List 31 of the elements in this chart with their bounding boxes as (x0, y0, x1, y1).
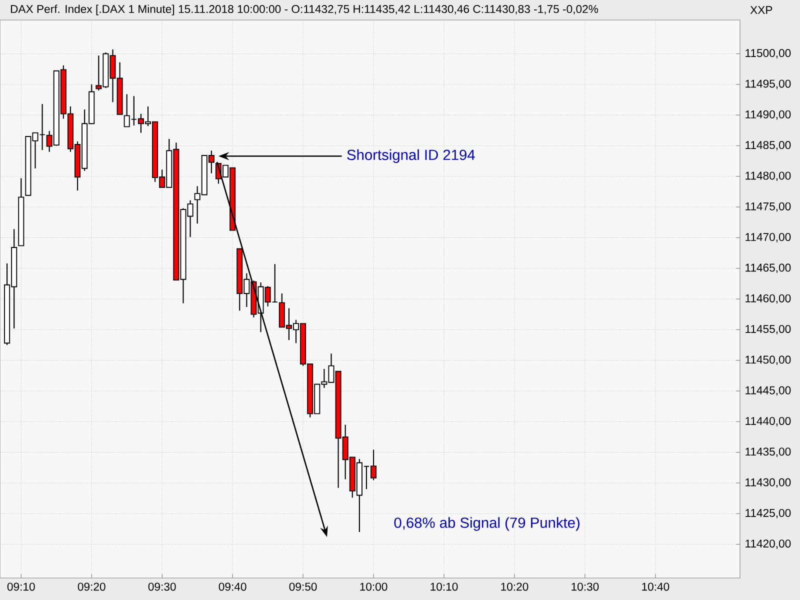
annotation: Shortsignal ID 2194 (347, 149, 475, 163)
x-tick-label: 09:20 (78, 582, 106, 591)
x-tick-label: 10:30 (572, 582, 599, 591)
x-tick-label: 09:50 (289, 582, 317, 591)
x-tick-label: 10:00 (360, 582, 388, 591)
annotation: 0,68% ab Signal (79 Punkte) (394, 517, 580, 531)
x-tick-label: 10:20 (501, 582, 528, 591)
y-tick-label: 11485,00 (746, 141, 791, 150)
y-tick-label: 11475,00 (746, 202, 791, 212)
y-tick-label: 11425,00 (746, 508, 791, 518)
y-tick-label: 11455,00 (746, 324, 791, 334)
chart-title: DAX Perf. Index [.DAX 1 Minute] 15.11.2018 10:00:00 - O:11432,75 H:11435,42 L:11430,46 C:11430,83 -1,75 -0,02% (10, 4, 598, 16)
y-tick-label: 11500,00 (746, 49, 791, 58)
x-tick-label: 09:40 (218, 582, 246, 591)
y-tick-label: 11460,00 (746, 294, 791, 304)
y-tick-label: 11440,00 (746, 416, 791, 426)
y-tick-label: 11450,00 (746, 356, 791, 365)
x-tick-label: 10:10 (430, 582, 458, 591)
y-tick-label: 11490,00 (746, 110, 791, 120)
x-tick-label: 09:10 (7, 582, 35, 591)
y-tick-label: 11435,00 (746, 448, 791, 457)
y-tick-label: 11470,00 (746, 233, 791, 242)
y-tick-label: 11465,00 (746, 264, 791, 274)
y-tick-label: 11420,00 (746, 540, 791, 549)
y-tick-label: 11480,00 (746, 172, 791, 182)
x-tick-label: 10:40 (642, 582, 670, 591)
y-tick-label: 11430,00 (746, 478, 791, 488)
text: XXP (750, 6, 772, 14)
y-tick-label: 11495,00 (746, 80, 791, 90)
x-tick-label: 09:30 (148, 582, 176, 591)
y-tick-label: 11445,00 (746, 386, 791, 396)
